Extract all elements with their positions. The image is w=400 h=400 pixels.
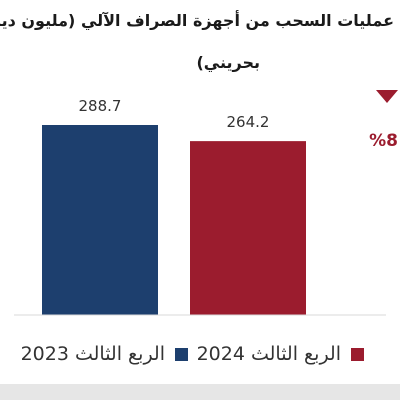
footer-band <box>0 384 400 400</box>
legend-item-2023: الربع الثالث 2023 <box>21 343 188 365</box>
chart-title-line-1: عمليات السحب من أجهزة الصراف الآلي (مليو… <box>0 11 394 30</box>
chart-title-line-2: بحريني) <box>196 53 260 72</box>
legend-swatch-2023 <box>175 347 188 361</box>
data-label-2024: 264.2 <box>227 113 270 131</box>
change-down-arrow-icon <box>376 90 398 103</box>
change-percent-label: %8 <box>369 131 398 151</box>
bar-2023 <box>42 125 158 315</box>
legend-label-2024: الربع الثالث 2024 <box>196 343 341 365</box>
bar-2024 <box>190 141 306 315</box>
data-label-2023: 288.7 <box>79 97 122 115</box>
legend-label-2023: الربع الثالث 2023 <box>20 343 165 365</box>
legend-swatch-2024 <box>351 347 364 361</box>
legend-item-2024: الربع الثالث 2024 <box>197 343 364 365</box>
bars-layer: 288.7 264.2 <box>42 97 306 315</box>
